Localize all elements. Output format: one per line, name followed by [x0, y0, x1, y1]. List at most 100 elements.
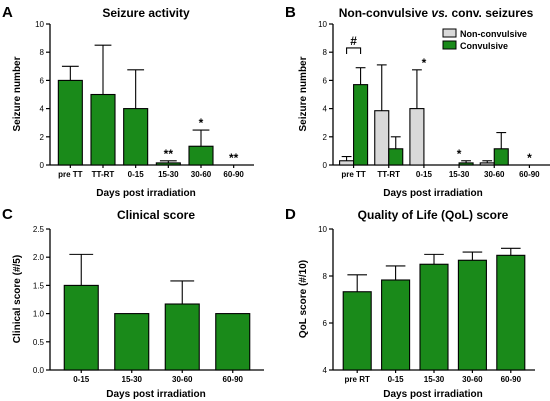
panel-b-title-part-1: Non-convulsive	[339, 6, 432, 20]
y-tick-label: 6	[40, 76, 45, 85]
panel-d-ylabel: QoL score (#/10)	[298, 260, 309, 338]
y-tick-label: 8	[40, 48, 45, 57]
significance-marker: *	[457, 147, 462, 161]
panel-b: B Non-convulsive vs. conv. seizures Days…	[285, 4, 550, 199]
bar	[496, 254, 526, 371]
significance-bracket	[346, 47, 362, 54]
panel-c-title: Clinical score	[117, 208, 195, 222]
bar	[57, 79, 83, 166]
bar	[409, 108, 425, 166]
bar	[457, 259, 487, 371]
legend-label-convulsive: Convulsive	[460, 41, 508, 51]
panel-c-xlabel: Days post irradiation	[106, 389, 205, 400]
y-tick-label: 4	[323, 105, 328, 114]
x-tick-label: 30-60	[484, 170, 505, 179]
bar	[353, 84, 369, 166]
y-tick-label: 0.5	[33, 338, 45, 347]
panel-d-title: Quality of Life (QoL) score	[358, 208, 509, 222]
x-tick-label: pre TT	[58, 170, 83, 179]
bar	[114, 313, 150, 371]
panel-b-plot: 0 2 4 6 8 10 pre TT TT-RT 0-15 * 15-30 * 30-60 60-90 *…	[318, 20, 550, 179]
y-tick-label: 6	[323, 76, 328, 85]
x-tick-label: 15-30	[158, 170, 179, 179]
significance-marker: *	[199, 116, 204, 130]
panel-a-letter: A	[2, 4, 13, 21]
panel-b-letter: B	[285, 4, 296, 21]
y-tick-label: 8	[323, 48, 328, 57]
x-tick-label: 60-90	[519, 170, 540, 179]
bar	[123, 108, 149, 166]
x-tick-label: 60-90	[223, 375, 244, 384]
bar	[479, 162, 495, 166]
significance-marker: **	[229, 151, 239, 165]
bar	[90, 93, 116, 166]
panel-c-letter: C	[2, 206, 13, 223]
bar	[388, 148, 404, 166]
bar	[164, 303, 200, 371]
x-tick-label: 30-60	[462, 375, 483, 384]
x-tick-label: 30-60	[191, 170, 212, 179]
x-tick-label: TT-RT	[92, 170, 115, 179]
x-tick-label: 0-15	[128, 170, 145, 179]
bar	[155, 162, 181, 166]
x-tick-label: 60-90	[501, 375, 522, 384]
x-tick-label: 0-15	[388, 375, 405, 384]
panel-d-letter: D	[285, 206, 296, 223]
y-tick-label: 6	[323, 319, 328, 328]
x-tick-label: 60-90	[223, 170, 244, 179]
y-tick-label: 2.0	[33, 253, 45, 262]
significance-marker: *	[422, 56, 427, 70]
legend-swatch-convulsive	[442, 40, 457, 50]
bar	[419, 263, 449, 371]
bar	[493, 148, 509, 166]
y-tick-label: 10	[318, 20, 327, 29]
x-tick-label: 15-30	[424, 375, 445, 384]
significance-marker: **	[164, 147, 174, 161]
y-tick-label: 8	[323, 272, 328, 281]
bar	[63, 284, 99, 371]
y-tick-label: 0	[323, 161, 328, 170]
bar	[342, 291, 372, 371]
bar	[381, 279, 411, 371]
x-tick-label: TT-RT	[377, 170, 400, 179]
panel-d: D Quality of Life (QoL) score Days post …	[285, 206, 535, 400]
panel-b-title-part-2: vs.	[431, 6, 448, 20]
panel-d-plot: 4 6 8 10 pre RT 0-15 15-30 30-60 60-90	[318, 225, 535, 384]
y-tick-label: 4	[323, 366, 328, 375]
panel-c-ylabel: Clinical score (#/5)	[12, 255, 23, 343]
y-tick-label: 1.0	[33, 310, 45, 319]
panel-b-legend: Non-convulsive Convulsive	[442, 28, 527, 51]
legend-swatch-non-convulsive	[442, 28, 457, 38]
panel-a-plot: 0 2 4 6 8 10 pre TT TT-RT 0-15 15-30 ** 30-60 * 60-90…	[35, 20, 254, 179]
panel-b-ylabel: Seizure number	[298, 56, 309, 131]
significance-marker: *	[527, 151, 532, 165]
panel-b-title-part-3: conv. seizures	[448, 6, 533, 20]
y-tick-label: 10	[35, 20, 44, 29]
panel-c-plot: 0.0 0.5 1.0 1.5 2.0 2.5 0-15 15-30 30-60 60-90	[33, 225, 264, 384]
x-tick-label: 15-30	[449, 170, 470, 179]
y-tick-label: 4	[40, 105, 45, 114]
x-tick-label: 0-15	[73, 375, 90, 384]
panel-a: A Seizure activity Days post irradiation…	[2, 4, 254, 199]
panel-c: C Clinical score Days post irradiation C…	[2, 206, 264, 400]
y-tick-label: 2.5	[33, 225, 45, 234]
panel-a-ylabel: Seizure number	[12, 56, 23, 131]
significance-bracket-label: #	[350, 34, 357, 48]
bar	[215, 313, 251, 371]
x-tick-label: 30-60	[172, 375, 193, 384]
y-tick-label: 2	[40, 133, 45, 142]
panel-b-title: Non-convulsive vs. conv. seizures	[339, 6, 534, 20]
x-tick-label: 0-15	[416, 170, 433, 179]
x-tick-label: 15-30	[122, 375, 143, 384]
x-tick-label: pre TT	[341, 170, 366, 179]
panel-a-title: Seizure activity	[102, 6, 190, 20]
bar	[458, 162, 474, 166]
y-tick-label: 1.5	[33, 281, 45, 290]
y-tick-label: 10	[318, 225, 327, 234]
y-tick-label: 0	[40, 161, 45, 170]
panel-d-xlabel: Days post irradiation	[383, 389, 482, 400]
panel-b-xlabel: Days post irradiation	[383, 188, 482, 199]
legend-label-non-convulsive: Non-convulsive	[460, 29, 527, 39]
bar	[188, 145, 214, 166]
